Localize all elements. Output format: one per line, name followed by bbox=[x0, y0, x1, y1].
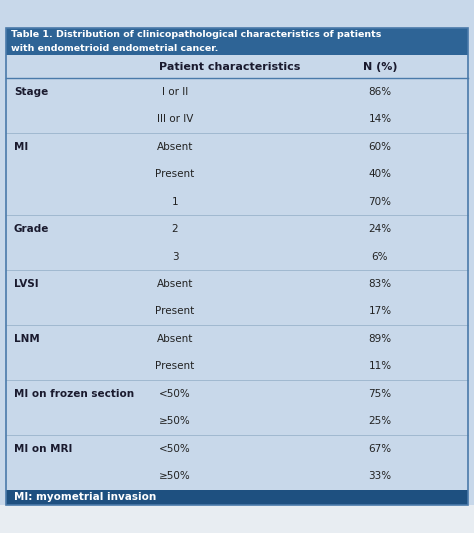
Text: MI: myometrial invasion: MI: myometrial invasion bbox=[14, 492, 156, 503]
Text: Patient characteristics: Patient characteristics bbox=[159, 61, 301, 71]
Text: 2: 2 bbox=[172, 224, 178, 234]
Text: 17%: 17% bbox=[368, 306, 392, 317]
Text: 70%: 70% bbox=[368, 197, 392, 207]
Bar bbox=[6, 28, 468, 55]
Text: ≥50%: ≥50% bbox=[159, 471, 191, 481]
Text: III or IV: III or IV bbox=[157, 114, 193, 124]
Text: 14%: 14% bbox=[368, 114, 392, 124]
Text: MI on MRI: MI on MRI bbox=[14, 444, 73, 454]
Text: Present: Present bbox=[155, 169, 195, 179]
Text: 75%: 75% bbox=[368, 389, 392, 399]
Text: LNM: LNM bbox=[14, 334, 40, 344]
Text: 11%: 11% bbox=[368, 361, 392, 372]
Text: I or II: I or II bbox=[162, 87, 188, 96]
Bar bbox=[6, 28, 468, 505]
Text: LVSI: LVSI bbox=[14, 279, 38, 289]
Text: 89%: 89% bbox=[368, 334, 392, 344]
Text: 33%: 33% bbox=[368, 471, 392, 481]
Text: 83%: 83% bbox=[368, 279, 392, 289]
Text: 60%: 60% bbox=[368, 142, 392, 152]
Bar bbox=[6, 490, 468, 505]
Text: 86%: 86% bbox=[368, 87, 392, 96]
Bar bbox=[6, 55, 468, 78]
Text: <50%: <50% bbox=[159, 444, 191, 454]
Text: N (%): N (%) bbox=[363, 61, 397, 71]
Text: <50%: <50% bbox=[159, 389, 191, 399]
Text: with endometrioid endometrial cancer.: with endometrioid endometrial cancer. bbox=[11, 44, 219, 53]
Text: 40%: 40% bbox=[368, 169, 392, 179]
Text: Absent: Absent bbox=[157, 279, 193, 289]
Text: Table 1. Distribution of clinicopathological characteristics of patients: Table 1. Distribution of clinicopatholog… bbox=[11, 30, 382, 39]
Text: Absent: Absent bbox=[157, 142, 193, 152]
Text: Grade: Grade bbox=[14, 224, 49, 234]
Text: Absent: Absent bbox=[157, 334, 193, 344]
Text: ≥50%: ≥50% bbox=[159, 416, 191, 426]
Text: 6%: 6% bbox=[372, 252, 388, 262]
Text: MI on frozen section: MI on frozen section bbox=[14, 389, 134, 399]
Text: 3: 3 bbox=[172, 252, 178, 262]
Text: Stage: Stage bbox=[14, 87, 48, 96]
Text: MI: MI bbox=[14, 142, 28, 152]
Text: 1: 1 bbox=[172, 197, 178, 207]
Text: Present: Present bbox=[155, 361, 195, 372]
Text: 24%: 24% bbox=[368, 224, 392, 234]
Text: 67%: 67% bbox=[368, 444, 392, 454]
Text: Present: Present bbox=[155, 306, 195, 317]
Bar bbox=[0, 505, 474, 533]
Text: 25%: 25% bbox=[368, 416, 392, 426]
